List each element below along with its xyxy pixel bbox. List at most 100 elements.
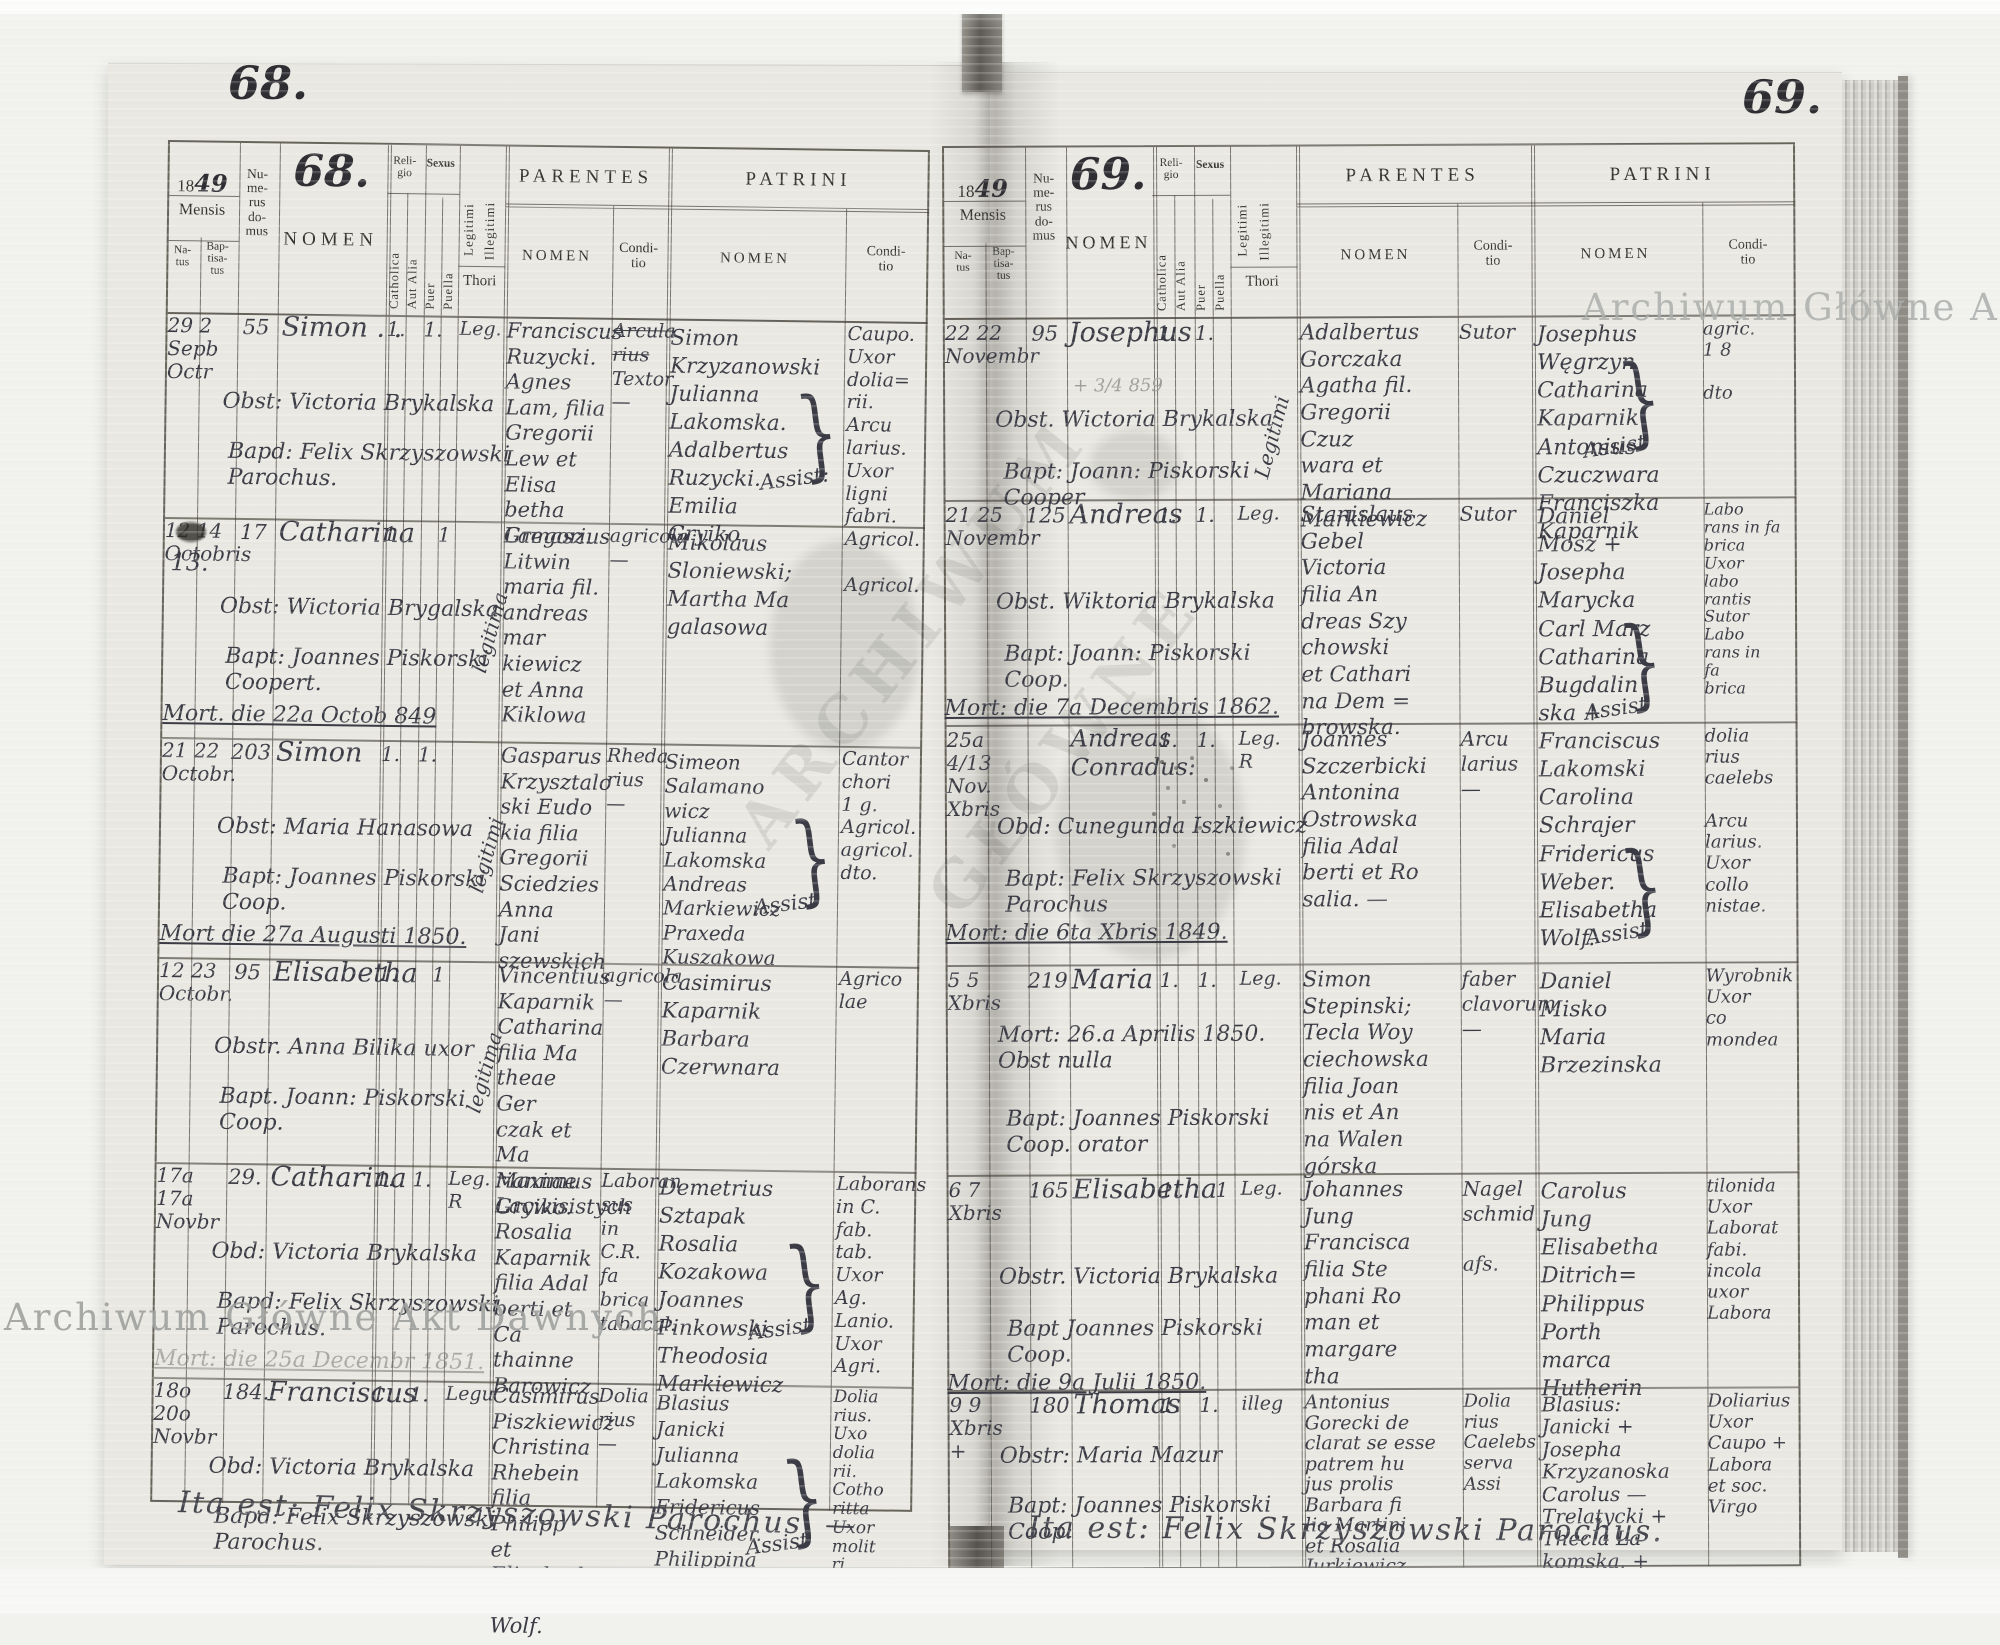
puer-label: Puer	[1193, 283, 1208, 311]
entry-puella-mark: 1	[1215, 1177, 1229, 1202]
patrini-conditio-label: Condi- tio	[866, 244, 906, 275]
parentes-conditio-label: Condi- tio	[1473, 238, 1513, 269]
entry-baptizer-note: Bapt Joannes Piskorski Coop.	[1007, 1315, 1264, 1369]
religio-label: Reli- gio	[1159, 156, 1183, 182]
entry-dates: 22 22 Novembr	[944, 320, 1039, 368]
numerus-domus-label: Nu- me- rus do- mus	[1032, 170, 1056, 243]
entry-puer-mark: 1.	[1196, 727, 1216, 752]
ink-blot	[176, 522, 206, 542]
entry-godparents-names: Simeon Salamano wicz Julianna Lakomska A…	[662, 749, 781, 971]
entry-parents-condition: Sutor	[1459, 319, 1527, 344]
sexus-label: Sexus	[426, 157, 455, 170]
entry-puer-mark: 1.	[423, 317, 443, 342]
year-handwritten: 49	[194, 168, 228, 198]
entry-parents-condition: Laboran sus in C.R. fa brica tabacal.	[599, 1170, 681, 1337]
condition-text: Dolia rius —	[597, 1384, 649, 1455]
religio-label: Reli- gio	[393, 154, 417, 180]
patrini-nomen-label: NOMEN	[719, 250, 791, 268]
book-cover-edge	[1898, 76, 1908, 1558]
entry-puer-mark: 1.	[1194, 320, 1214, 345]
entry-baptizer-note: Bapt: Joannes Piskorski Coop. orator	[1006, 1105, 1270, 1159]
register-table-right: 1849 Mensis Na- tus Bap- tisa- tus Nu- m…	[942, 142, 1802, 1578]
entry-godparents-condition: Dolia rius. Uxo dolia rii. Cotho ritta U…	[831, 1386, 884, 1576]
entry-house-number: 17	[239, 519, 267, 545]
entry-house-number: 95	[1031, 321, 1059, 346]
entry-godparents-condition: Laborans in C. fab. tab. Uxor Ag. Lanio.…	[833, 1172, 927, 1378]
nomen-label: NOMEN	[1065, 232, 1152, 253]
entry-religio-mark: 1	[383, 521, 397, 547]
entry-parents-names: Johannes Jung Francisca filia Ste phani …	[1303, 1176, 1411, 1390]
entry-house-number: 184.	[222, 1379, 270, 1405]
entry-religio-mark: 1.	[377, 961, 398, 987]
entry-midwife-note: Obstr: Maria Mazur	[999, 1442, 1223, 1469]
entry-godparents-condition: Agricol. Agricol.	[844, 527, 921, 597]
patrini-label: PATRINI	[1609, 163, 1716, 186]
entry-dates: 29 2 Sepb Octr	[166, 313, 219, 384]
entry-parents-condition: Rheda rius —	[606, 745, 668, 817]
condition-text: Dolia rius Caelebs serva Assi	[1463, 1390, 1537, 1495]
entry-midwife-note: Obd: Cunegunda Iszkiewicz	[996, 813, 1308, 840]
entry-parents-condition: Dolia rius Caelebs serva Assi	[1463, 1391, 1536, 1495]
entry-midwife-note: Obst. Wiktoria Brykalska	[995, 588, 1275, 615]
baptisatus-label: Bap- tisa- tus	[206, 240, 229, 277]
patrini-nomen-label: NOMEN	[1580, 245, 1651, 263]
entry-religio-mark: 1.	[372, 1381, 392, 1407]
entry-godparents-condition: tilonida Uxor Laborat fabi. incola uxor …	[1706, 1175, 1779, 1325]
entry-godparents-condition: Wyrobnik Uxor co mondea	[1705, 965, 1794, 1051]
entry-godparents-condition: Doliarius Uxor Caupo + Labora et soc. Vi…	[1707, 1390, 1791, 1518]
mensis-label: Mensis	[178, 201, 226, 219]
entry-parents-condition: faber clavorum —	[1462, 966, 1556, 1041]
entry-dates: 21 25 Novembr	[945, 502, 1040, 550]
catholica-label: Catholica	[1154, 254, 1169, 312]
entry-religio-mark: 1.	[1156, 320, 1176, 346]
entry-thori-mark: Leg.	[459, 317, 502, 341]
entry-puer-mark: 1.	[409, 1382, 429, 1407]
year-handwritten: 49	[974, 173, 1008, 203]
natus-label: Na- tus	[173, 244, 192, 269]
entry-death-note: Mort: die 25a Decembr 1851.	[153, 1345, 485, 1376]
entry-thori-mark: Leg. R	[1238, 727, 1281, 773]
parentes-label: PARENTES	[1345, 164, 1480, 187]
entry-house-number: 125	[1025, 503, 1066, 528]
entry-house-number: 165	[1028, 1178, 1069, 1203]
entry-godparents-names: Demetrius Sztapak Rosalia Kozakowa Joann…	[656, 1175, 784, 1398]
book-spine-top	[962, 0, 1002, 92]
aut-alia-label: Aut Alia	[404, 258, 420, 310]
illegitimi-label: Illegitimi	[481, 201, 498, 261]
entry-parents-condition: agricola —	[604, 965, 683, 1013]
entry-religio-mark: 1.	[1159, 967, 1179, 993]
entry-death-note: Mort. die 22a Octob 849	[162, 700, 437, 730]
patrini-label: PATRINI	[745, 168, 852, 191]
entry-religio-mark: 1.	[1160, 1177, 1180, 1203]
entry-religio-mark: 1.	[380, 741, 401, 767]
page-stack-edge	[1842, 80, 1900, 1552]
condition-text: Arcu larius —	[1460, 726, 1519, 801]
parentes-nomen-label: NOMEN	[521, 247, 593, 265]
aut-alia-label: Aut Alia	[1173, 260, 1188, 311]
page-number-header: 68.	[292, 145, 371, 198]
scanner-band-bottom	[0, 1568, 2000, 1614]
entry-godparents-names: Franciscus Lakomski Carolina Schrajer Fr…	[1538, 728, 1661, 952]
entry-parents-names: Antonius Gorecki de clarat se esse patre…	[1304, 1391, 1436, 1578]
entry-parents-names: Gregorius Litwin maria fil. andreas mar …	[501, 523, 611, 728]
entry-dates: 17a 17a Novbr	[155, 1162, 220, 1234]
entry-house-number: 29.	[228, 1164, 262, 1190]
entry-baptizer-note: Bapt: Joann: Piskorski Coop.	[1004, 640, 1251, 694]
page-attestation-right: Ita est: Felix Skrzyszowski Parochus.	[1027, 1510, 1664, 1550]
entry-thori-mark: Leg.	[1239, 967, 1282, 990]
baptisatus-label: Bap- tisa- tus	[992, 245, 1015, 282]
condition-text: Sutor	[1459, 501, 1516, 526]
entry-parents-condition: Sutor	[1460, 501, 1528, 526]
entry-puella-mark: 1	[437, 522, 451, 547]
entry-thori-mark: illeg	[1241, 1392, 1284, 1415]
entry-godparents-names: Mikolaus Sloniewski; Martha Ma galasowa	[666, 530, 793, 641]
entry-midwife-note: Mort: 26.a Aprilis 1850. Obst nulla	[997, 1021, 1266, 1075]
entry-dates: 6 7 Xbris	[948, 1177, 1002, 1225]
pencil-annotation: + 3/4 859	[1073, 375, 1163, 397]
mensis-label: Mensis	[959, 206, 1006, 224]
entry-parents-condition: Nagel schmid afs.	[1463, 1176, 1536, 1276]
entry-dates: 5 5 Xbris	[947, 967, 1002, 1015]
page-number-right-corner: 69.	[1742, 70, 1823, 124]
parentes-label: PARENTES	[518, 165, 654, 189]
entry-dates: 25a 4/13 Nov. Xbris	[946, 727, 1001, 821]
